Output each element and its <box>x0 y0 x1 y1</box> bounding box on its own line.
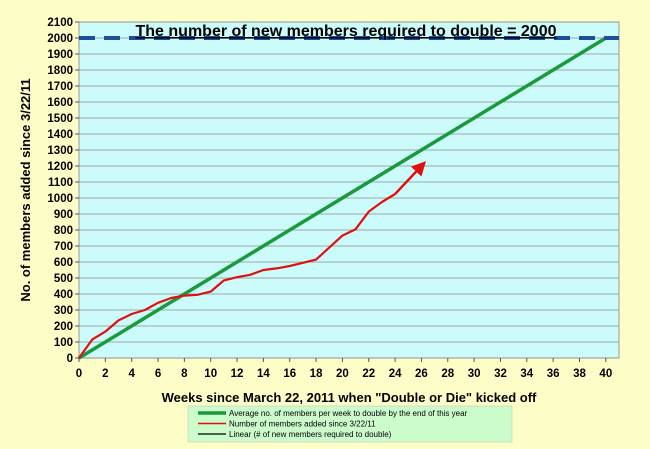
x-tick-label: 28 <box>441 368 454 380</box>
arrow-annotation <box>394 161 427 195</box>
y-tick-label: 700 <box>54 241 73 253</box>
x-tick-label: 30 <box>468 368 481 380</box>
y-tick-label: 1200 <box>47 161 73 173</box>
y-tick-label: 900 <box>54 209 73 221</box>
chart-title: The number of new members required to do… <box>136 23 557 40</box>
legend-label-0: Average no. of members per week to doubl… <box>229 409 468 418</box>
x-tick-label: 4 <box>128 368 135 380</box>
x-tick-label: 20 <box>336 368 349 380</box>
x-tick-label: 24 <box>389 368 402 380</box>
legend-label-1: Number of members added since 3/22/11 <box>229 420 376 429</box>
x-tick-label: 10 <box>204 368 217 380</box>
y-tick-label: 300 <box>54 305 73 317</box>
y-tick-label: 2100 <box>47 17 73 29</box>
y-tick-label: 1600 <box>47 97 73 109</box>
x-tick-label: 36 <box>547 368 560 380</box>
y-tick-label: 500 <box>54 273 73 285</box>
legend: Average no. of members per week to doubl… <box>187 405 513 443</box>
x-tick-label: 16 <box>283 368 296 380</box>
y-tick-label: 100 <box>54 337 73 349</box>
x-tick-label: 2 <box>102 368 108 380</box>
y-tick-label: 1700 <box>47 81 73 93</box>
y-tick-label: 200 <box>54 321 73 333</box>
legend-box <box>187 405 513 443</box>
x-tick-label: 8 <box>181 368 188 380</box>
x-axis-title: Weeks since March 22, 2011 when "Double … <box>162 390 537 405</box>
x-axis-ticks: 0 2 4 6 8 10 12 14 16 18 20 22 24 26 28 30 32 34 36 38 40 <box>76 358 612 380</box>
y-axis-ticks: 0 100 200 300 400 500 600 700 800 900 1000 1100 1200… <box>47 17 79 365</box>
x-tick-label: 6 <box>155 368 161 380</box>
annotations <box>394 161 427 195</box>
y-tick-label: 800 <box>54 225 73 237</box>
y-tick-label: 1800 <box>47 65 73 77</box>
y-tick-label: 1100 <box>48 177 73 189</box>
y-tick-label: 1000 <box>47 193 73 205</box>
y-tick-label: 400 <box>54 289 73 301</box>
y-tick-label: 0 <box>67 353 73 365</box>
x-tick-label: 0 <box>76 368 82 380</box>
legend-label-2: Linear (# of new members required to dou… <box>229 430 392 439</box>
x-tick-label: 22 <box>362 368 375 380</box>
x-tick-label: 12 <box>231 368 244 380</box>
series-lines <box>78 36 619 360</box>
y-tick-label: 1400 <box>47 129 73 141</box>
series-line-0 <box>78 36 607 360</box>
x-tick-label: 26 <box>415 368 428 380</box>
x-tick-label: 34 <box>520 368 533 380</box>
x-tick-label: 40 <box>599 368 612 380</box>
y-tick-label: 1300 <box>47 145 73 157</box>
y-axis-title: No. of members added since 3/22/11 <box>18 78 33 301</box>
x-tick-label: 14 <box>257 368 270 380</box>
series-line-1 <box>78 193 396 359</box>
y-tick-label: 2000 <box>47 33 73 45</box>
y-tick-label: 1500 <box>47 113 73 125</box>
y-tick-label: 600 <box>54 257 73 269</box>
x-tick-label: 38 <box>573 368 586 380</box>
x-tick-label: 18 <box>310 368 323 380</box>
x-tick-label: 32 <box>494 368 507 380</box>
y-tick-label: 1900 <box>47 49 73 61</box>
